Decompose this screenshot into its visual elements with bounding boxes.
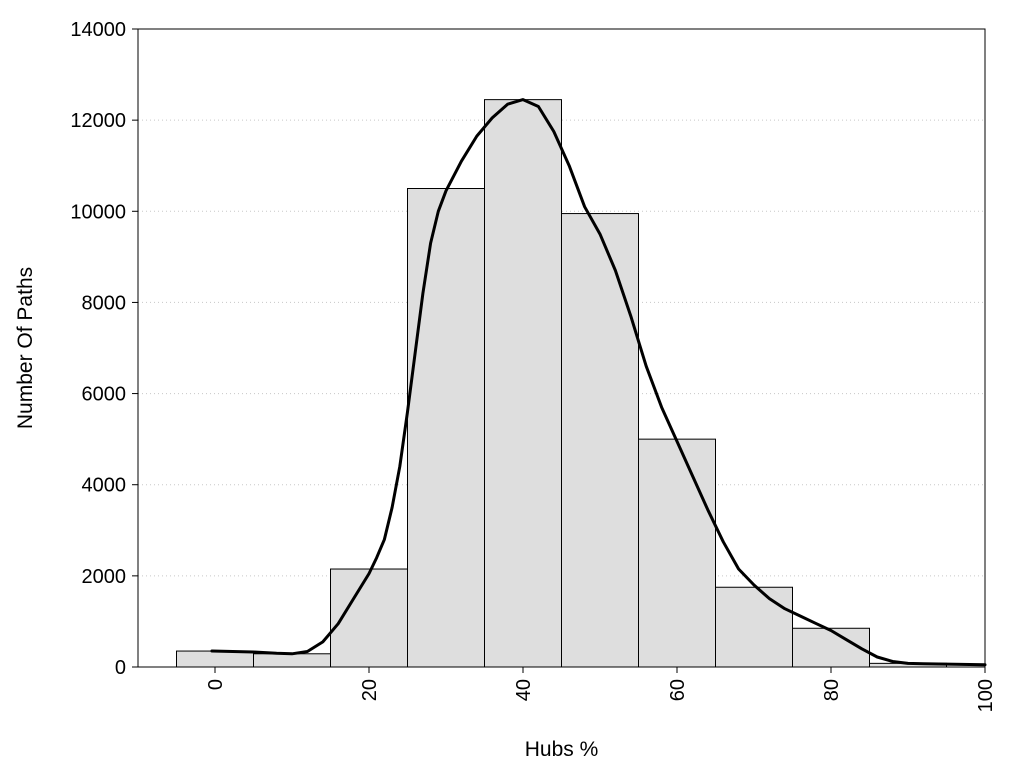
density-curve-layer: [210, 98, 987, 667]
x-tick-label-100: 100: [975, 679, 997, 712]
y-tick-label-0: 0: [115, 657, 126, 679]
y-axis-ticks: 0 2000 4000 6000 8000 10000 12000 14000: [70, 19, 138, 679]
x-tick-label-20: 20: [359, 679, 381, 701]
y-tick-label-14000: 14000: [70, 19, 126, 41]
bar-60: [638, 438, 716, 668]
x-tick-label-0: 0: [205, 679, 227, 690]
y-tick-label-6000: 6000: [82, 384, 127, 406]
bar-70: [715, 586, 793, 668]
density-curve: [210, 98, 987, 667]
x-tick-label-80: 80: [821, 679, 843, 701]
bar-30: [407, 188, 485, 668]
y-tick-label-12000: 12000: [70, 110, 126, 132]
y-tick-label-4000: 4000: [82, 475, 127, 497]
x-tick-label-60: 60: [667, 679, 689, 701]
y-tick-label-8000: 8000: [82, 292, 127, 314]
bar-0: [176, 650, 254, 668]
y-tick-label-2000: 2000: [82, 566, 127, 588]
bar-40: [484, 99, 562, 668]
bar-80: [792, 627, 870, 668]
bar-50: [561, 213, 639, 668]
bar-10: [253, 653, 331, 668]
x-tick-label-40: 40: [513, 679, 535, 701]
plot-frame: [137, 28, 986, 668]
y-tick-label-10000: 10000: [70, 201, 126, 223]
x-axis-title: Hubs %: [525, 738, 599, 761]
y-axis-title: Number Of Paths: [14, 267, 37, 429]
histogram-bars: [176, 99, 947, 668]
x-axis-ticks: 0 20 40 60 80 100: [205, 667, 997, 712]
